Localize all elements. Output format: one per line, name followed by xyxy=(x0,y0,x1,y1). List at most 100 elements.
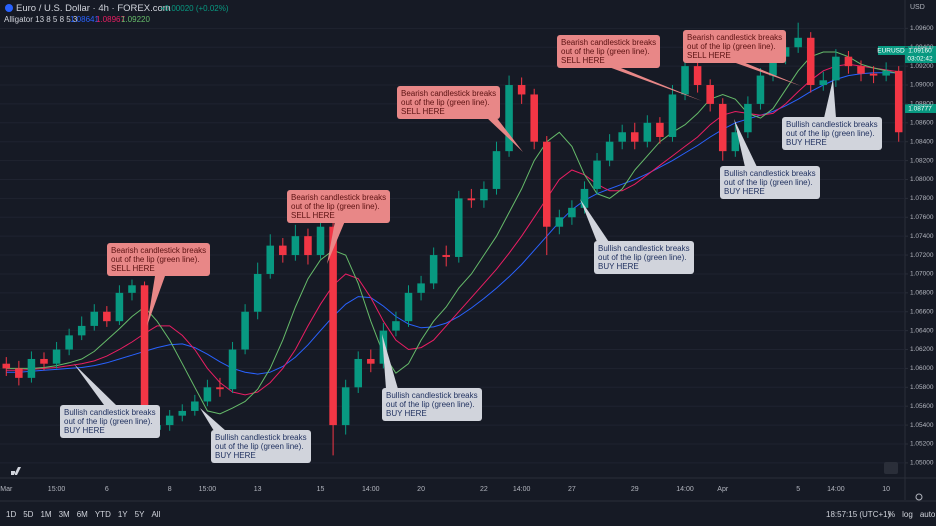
x-tick-label: 20 xyxy=(417,486,425,493)
candle-body xyxy=(417,283,425,293)
y-tick-label: 1.06200 xyxy=(910,346,934,353)
arrow xyxy=(200,408,226,431)
symbol-tag: EURUSD xyxy=(877,48,905,55)
x-tick-label: 8 xyxy=(168,486,172,493)
timeframe-button[interactable]: 5Y xyxy=(134,510,145,519)
candle-body xyxy=(756,75,765,104)
y-tick-label: 1.09200 xyxy=(910,63,934,70)
candle-body xyxy=(894,70,903,133)
timeframe-button[interactable]: 1Y xyxy=(117,510,128,519)
secondary-tag-bg xyxy=(905,104,936,113)
candle-body xyxy=(354,358,362,388)
candle-body xyxy=(341,387,350,426)
annotation: Bullish candlestick breaks out of the li… xyxy=(720,166,820,199)
y-tick-label: 1.09400 xyxy=(910,44,934,51)
candle-body xyxy=(605,141,614,161)
y-tick-label: 1.07600 xyxy=(910,214,934,221)
candle-body xyxy=(882,70,890,76)
annotation-line: Bearish candlestick breaks xyxy=(111,246,207,255)
annotation: Bearish candlestick breaks out of the li… xyxy=(287,190,391,223)
scroll-button[interactable] xyxy=(884,462,898,474)
x-tick-label: 15 xyxy=(317,486,325,493)
arrow xyxy=(486,117,523,152)
candle-body xyxy=(65,335,73,350)
annotation: Bearish candlestick breaks out of the li… xyxy=(683,30,787,63)
annotation-line: Bullish candlestick breaks xyxy=(64,408,156,417)
annotation-line: Bearish candlestick breaks xyxy=(561,38,657,47)
candle-body xyxy=(630,132,639,142)
candle-body xyxy=(316,226,325,256)
annotation-line: out of the lip (green line). xyxy=(215,442,304,451)
candle-body xyxy=(656,122,664,137)
timeframe-button[interactable]: 6M xyxy=(76,510,88,519)
timeframe-button[interactable]: 5D xyxy=(23,510,34,519)
y-tick-label: 1.07200 xyxy=(910,252,934,259)
annotation-line: out of the lip (green line). xyxy=(724,178,813,187)
timeframes: 1D 5D 1M 3M 6M YTD 1Y 5Y All xyxy=(6,510,167,519)
arrow xyxy=(382,334,398,389)
arrow xyxy=(824,79,836,118)
timeframe-button[interactable]: 3M xyxy=(58,510,70,519)
timeframe-button[interactable]: YTD xyxy=(94,510,111,519)
candle-body xyxy=(555,217,564,227)
symbol-tag-bg xyxy=(878,46,905,55)
candle-body xyxy=(40,358,48,364)
secondary-tag: 1.08777 xyxy=(908,106,932,113)
arrows xyxy=(74,62,836,431)
y-tick-label: 1.05800 xyxy=(910,384,934,391)
candle-body xyxy=(706,85,714,104)
lips-value: 1.09220 xyxy=(121,15,150,24)
candle-body xyxy=(253,273,262,312)
scale-option[interactable]: log xyxy=(902,510,913,519)
candle-body xyxy=(429,255,438,284)
annotation-line: out of the lip (green line). xyxy=(64,417,153,426)
arrow xyxy=(606,66,702,101)
x-tick-label: 6 xyxy=(105,486,109,493)
annotation-line: out of the lip (green line). xyxy=(386,400,475,409)
timeframe-button[interactable]: 1D xyxy=(6,510,17,519)
x-tick-label: 14:00 xyxy=(513,486,531,493)
timeframe-button[interactable]: 1M xyxy=(40,510,52,519)
candle-body xyxy=(191,401,199,411)
annotation: Bearish candlestick breaks out of the li… xyxy=(397,86,501,119)
annotation-line: BUY HERE xyxy=(598,262,639,271)
annotation-line: out of the lip (green line). xyxy=(111,255,200,264)
annotation-line: out of the lip (green line). xyxy=(291,202,380,211)
candle-body xyxy=(492,151,501,189)
candle-body xyxy=(216,387,224,390)
y-tick-label: 1.05600 xyxy=(910,403,934,410)
candle-body xyxy=(103,311,111,322)
y-tick-label: 1.06000 xyxy=(910,365,934,372)
scale-option[interactable]: auto xyxy=(919,510,936,519)
annotation-line: Bullish candlestick breaks xyxy=(215,433,307,442)
x-tick-label: 14:00 xyxy=(676,486,694,493)
candle-body xyxy=(681,66,689,95)
teeth-value: 1.08967 xyxy=(96,15,125,24)
y-tick-label: 1.08000 xyxy=(910,176,934,183)
annotation-line: Bullish candlestick breaks xyxy=(786,120,878,129)
candle-body xyxy=(744,103,752,133)
candle-body xyxy=(228,349,237,390)
candle-body xyxy=(115,292,124,322)
settings-icon[interactable] xyxy=(915,493,923,501)
annotation-line: BUY HERE xyxy=(724,187,765,196)
change: +0.00020 (+0.02%) xyxy=(160,4,229,13)
x-tick-label: 15:00 xyxy=(199,486,217,493)
candle-body xyxy=(442,255,450,257)
candle-body xyxy=(593,160,601,189)
annotation-line: out of the lip (green line). xyxy=(401,98,490,107)
scale-option[interactable]: % xyxy=(888,510,896,519)
annotation-line: SELL HERE xyxy=(291,211,335,220)
candle-body xyxy=(668,94,677,137)
candle-body xyxy=(404,292,413,322)
y-tick-label: 1.07000 xyxy=(910,271,934,278)
candle-body xyxy=(367,358,375,364)
annotation-line: Bullish candlestick breaks xyxy=(598,244,690,253)
candle-body xyxy=(731,132,740,152)
flag-icon xyxy=(5,4,13,12)
timeframe-button[interactable]: All xyxy=(151,510,161,519)
candle-body xyxy=(455,198,463,257)
candle-body xyxy=(178,410,187,416)
candle-body xyxy=(467,198,476,201)
